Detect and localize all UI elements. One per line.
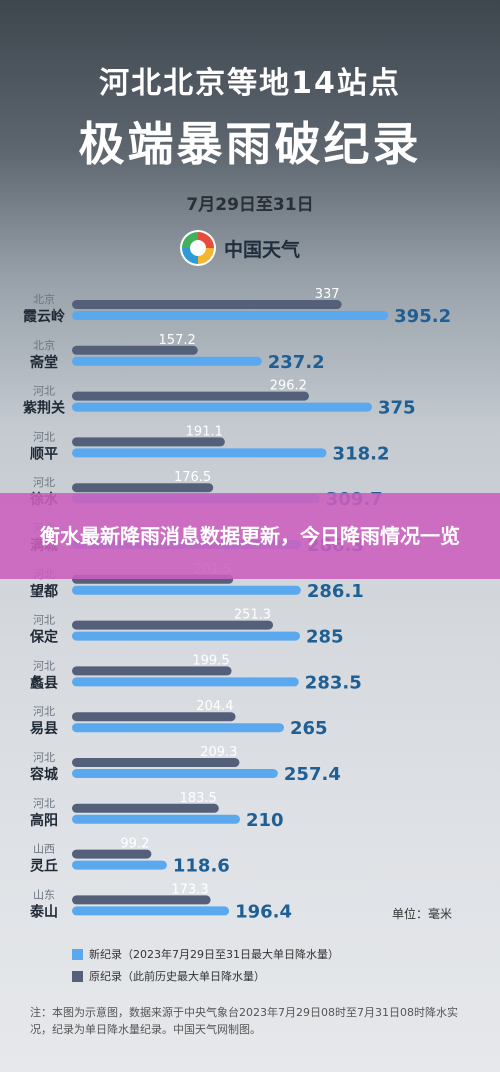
old-record-bar	[72, 712, 236, 722]
new-record-bar	[72, 585, 301, 595]
old-record-value: 191.1	[186, 424, 223, 439]
region-label: 北京	[33, 338, 55, 352]
region-label: 河北	[33, 430, 55, 443]
region-label: 河北	[33, 385, 55, 398]
new-record-value: 118.6	[173, 856, 230, 877]
old-record-value: 337	[315, 287, 340, 302]
title-line-1: 河北北京等地14站点	[99, 66, 401, 101]
new-record-value: 265	[290, 718, 328, 739]
new-record-bar	[72, 448, 327, 458]
old-record-bar	[72, 849, 152, 859]
old-record-value: 176.5	[174, 470, 211, 485]
new-record-bar	[72, 677, 299, 687]
old-record-value: 173.3	[171, 882, 208, 897]
footnote: 注：本图为示意图，数据来源于中央气象台2023年7月29日08时至7月31日08…	[30, 1006, 458, 1036]
new-record-bar	[72, 311, 389, 320]
new-record-value: 375	[378, 398, 416, 419]
region-label: 河北	[33, 705, 55, 718]
region-label: 河北	[33, 659, 55, 672]
region-label: 河北	[33, 614, 55, 627]
old-record-bar	[72, 437, 225, 447]
old-record-value: 199.5	[192, 653, 229, 668]
station-label: 霞云岭	[23, 308, 65, 325]
new-record-value: 286.1	[307, 581, 364, 602]
legend-old-record: 原纪录（此前历史最大单日降水量）	[72, 968, 265, 984]
old-record-bar	[72, 483, 214, 493]
new-record-value: 318.2	[333, 443, 390, 464]
station-label: 容城	[29, 766, 58, 783]
new-record-value: 395.2	[394, 306, 451, 327]
new-record-value: 210	[246, 810, 284, 831]
logo-text: 中国天气	[224, 238, 301, 261]
title-line-2: 极端暴雨破纪录	[78, 117, 422, 171]
new-record-bar	[72, 814, 240, 824]
region-label: 北京	[33, 292, 55, 306]
station-label: 易县	[30, 721, 58, 737]
new-record-value: 257.4	[284, 764, 341, 785]
region-label: 河北	[33, 797, 55, 810]
region-label: 山东	[33, 888, 55, 901]
legend-old-text: 原纪录（此前历史最大单日降水量）	[89, 970, 265, 983]
new-record-value: 196.4	[235, 901, 292, 922]
old-record-bar	[72, 895, 211, 905]
station-label: 泰山	[29, 903, 58, 920]
date-range: 7月29日至31日	[186, 195, 314, 215]
station-label: 紫荆关	[23, 400, 65, 417]
old-record-bar	[72, 620, 274, 630]
old-record-bar	[72, 803, 219, 813]
old-record-bar	[72, 345, 198, 355]
new-record-value: 237.2	[268, 352, 325, 373]
headline-banner: 衡水最新降雨消息数据更新，今日降雨情况一览	[0, 493, 500, 579]
new-record-bar	[72, 723, 284, 733]
new-record-bar	[72, 631, 300, 641]
new-record-bar	[72, 769, 278, 778]
station-label: 灵丘	[30, 859, 58, 875]
legend-new-swatch	[72, 948, 83, 960]
old-record-value: 251.3	[234, 608, 271, 623]
old-record-value: 296.2	[270, 379, 307, 394]
old-record-value: 99.2	[120, 837, 149, 852]
station-label: 斋堂	[29, 354, 58, 371]
old-record-bar	[72, 666, 232, 676]
old-record-value: 204.4	[196, 699, 233, 714]
legend-new-record: 新纪录（2023年7月29日至31日最大单日降水量）	[72, 946, 339, 962]
china-weather-swirl-icon	[180, 230, 216, 266]
old-record-bar	[72, 300, 342, 309]
new-record-value: 285	[306, 627, 344, 648]
region-label: 山西	[33, 843, 55, 856]
china-weather-logo: 中国天气	[178, 228, 300, 268]
old-record-value: 209.3	[200, 745, 237, 760]
old-record-value: 157.2	[159, 333, 196, 348]
station-label: 高阳	[30, 812, 58, 829]
new-record-bar	[72, 906, 230, 916]
station-label: 顺平	[30, 446, 58, 462]
region-label: 河北	[33, 751, 55, 764]
new-record-value: 283.5	[305, 672, 362, 693]
unit-label: 单位：毫米	[392, 907, 453, 921]
old-record-bar	[72, 391, 309, 401]
banner-text: 衡水最新降雨消息数据更新，今日降雨情况一览	[40, 524, 460, 548]
station-label: 蠡县	[30, 674, 58, 691]
old-record-value: 183.5	[180, 791, 217, 806]
legend-new-text: 新纪录（2023年7月29日至31日最大单日降水量）	[89, 948, 339, 961]
new-record-bar	[72, 860, 167, 870]
new-record-bar	[72, 402, 372, 412]
new-record-bar	[72, 356, 262, 366]
station-label: 望都	[30, 583, 58, 600]
old-record-bar	[72, 758, 240, 767]
region-label: 河北	[33, 476, 55, 489]
legend-old-swatch	[72, 970, 83, 982]
station-label: 保定	[29, 629, 58, 646]
